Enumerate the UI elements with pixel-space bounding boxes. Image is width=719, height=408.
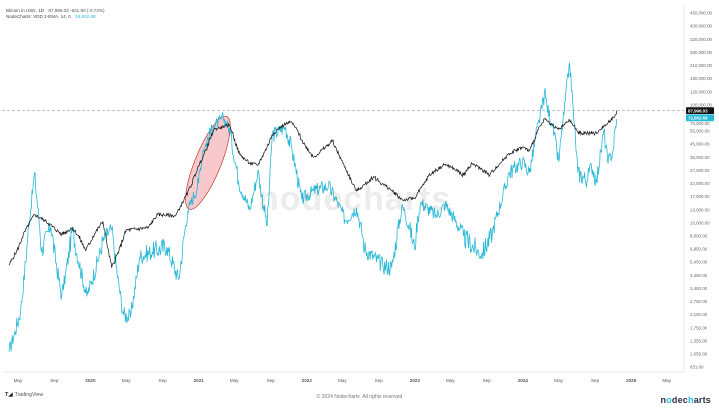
- highlight-ellipse: [185, 115, 231, 210]
- legend-indicator: NodeCharts: VDD 2-EMA, 14, 0 19,802.68: [6, 14, 96, 20]
- y-tick-label: 2,750.00: [690, 299, 708, 304]
- series-line-indicator: [8, 62, 618, 352]
- indicator-last-tag: 72,802.68: [688, 116, 708, 121]
- y-tick-label: 1,055.00: [690, 351, 708, 356]
- legend-indicator-name: NodeCharts: VDD 2-EMA, 14, 0: [6, 14, 71, 19]
- watermark-text: nodecharts: [258, 180, 452, 218]
- x-tick-label: Sep: [375, 378, 384, 383]
- legend-btc: Bitcoin in USD, 1D 87,996.03 -631.90 (-0…: [6, 8, 105, 14]
- y-tick-label: 17,000.00: [690, 194, 710, 199]
- x-tick-label: 2020: [85, 378, 96, 383]
- x-tick-label: May: [662, 378, 671, 383]
- x-tick-label: 2021: [194, 378, 205, 383]
- indicator-last-tag-bg: [686, 114, 714, 122]
- y-tick-label: 100,000.00: [690, 102, 713, 107]
- y-tick-label: 45,000.00: [690, 142, 710, 147]
- y-tick-label: 3,450.00: [690, 286, 708, 291]
- x-tick-label: May: [122, 378, 131, 383]
- x-tick-label: 2022: [302, 378, 313, 383]
- y-tick-label: 55,000.00: [690, 129, 710, 134]
- x-tick-label: May: [338, 378, 347, 383]
- legend-btc-name: Bitcoin in USD, 1D: [6, 8, 45, 13]
- y-tick-label: 450,000.00: [690, 11, 713, 16]
- extra-y-label: 75,000.00: [690, 121, 710, 126]
- price-last-tag-bg: [686, 107, 714, 115]
- legend-btc-values: 87,996.03 -631.90 (-0.72%): [48, 8, 105, 13]
- y-tick-label: 160,000.00: [690, 76, 713, 81]
- y-tick-label: 320,000.00: [690, 37, 713, 42]
- y-tick-label: 5,450.00: [690, 260, 708, 265]
- y-tick-label: 120,000.00: [690, 89, 713, 94]
- tradingview-badge[interactable]: T◢ TradingView: [5, 392, 43, 398]
- series-line-price: [8, 110, 618, 268]
- grid-lines: [2, 6, 685, 373]
- x-tick-label: May: [14, 378, 23, 383]
- legend-indicator-value: 19,802.68: [75, 14, 96, 19]
- highlight-layer: [185, 115, 231, 210]
- tradingview-label: TradingView: [14, 392, 44, 398]
- y-tick-label: 22,000.00: [690, 181, 710, 186]
- y-tick-label: 260,000.00: [690, 50, 713, 55]
- x-tick-label: 2023: [410, 378, 421, 383]
- y-tick-label: 27,000.00: [690, 168, 710, 173]
- y-tick-label: 4,450.00: [690, 273, 708, 278]
- y-tick-label: 400,000.00: [690, 24, 713, 29]
- y-tick-label: 35,000.00: [690, 155, 710, 160]
- copyright-footer: © 2024 Nodecharts. All rights reserved: [316, 394, 403, 400]
- series-layer: [8, 62, 618, 352]
- x-tick-label: 2024: [518, 378, 529, 383]
- y-tick-label: 1,750.00: [690, 325, 708, 330]
- x-tick-label: Sep: [483, 378, 492, 383]
- x-tick-label: May: [446, 378, 455, 383]
- y-tick-label: 8,000.00: [690, 233, 708, 238]
- axis-layer: 450,000.00 400,000.00 320,000.00 260,000.00…: [14, 11, 714, 383]
- nodecharts-logo: nodecharts: [660, 395, 711, 405]
- x-tick-label: May: [230, 378, 239, 383]
- x-tick-label: May: [554, 378, 563, 383]
- tradingview-icon: T◢: [5, 392, 13, 398]
- price-last-tag: 87,996.03: [688, 108, 708, 113]
- y-tick-label: 10,000.00: [690, 220, 710, 225]
- y-tick-label: 1,355.00: [690, 338, 708, 343]
- y-tick-label: 6,850.00: [690, 247, 708, 252]
- y-tick-label: 2,150.00: [690, 312, 708, 317]
- x-tick-label: Sep: [50, 378, 59, 383]
- y-tick-label: 13,000.00: [690, 207, 710, 212]
- x-tick-label: 2025: [626, 378, 637, 383]
- x-tick-label: Sep: [267, 378, 276, 383]
- x-tick-label: Sep: [591, 378, 600, 383]
- y-tick-label: 210,000.00: [690, 63, 713, 68]
- y-tick-label: 831.00: [690, 365, 704, 370]
- x-tick-label: Sep: [159, 378, 168, 383]
